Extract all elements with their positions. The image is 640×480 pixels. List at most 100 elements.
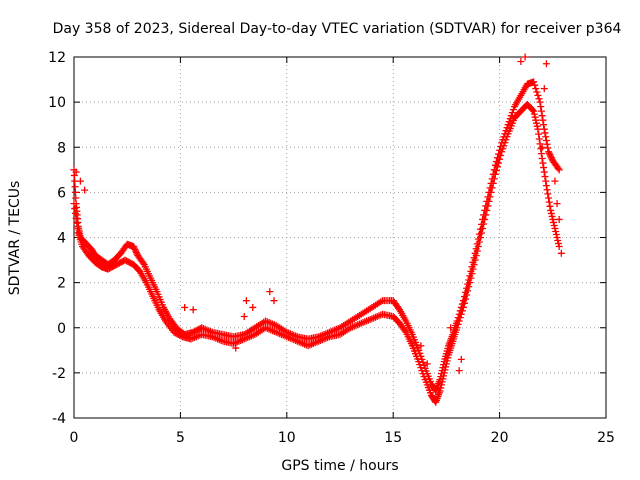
data-point bbox=[542, 136, 550, 144]
x-tick-label: 0 bbox=[70, 430, 79, 446]
data-point bbox=[539, 159, 547, 167]
data-point bbox=[553, 200, 561, 208]
data-point bbox=[442, 360, 450, 368]
data-point bbox=[535, 95, 543, 103]
data-point bbox=[542, 60, 550, 68]
data-point bbox=[531, 113, 539, 121]
data-point bbox=[415, 358, 423, 366]
data-point bbox=[552, 227, 560, 235]
data-point bbox=[530, 107, 538, 115]
data-point bbox=[471, 256, 479, 264]
y-tick-label: 6 bbox=[57, 185, 66, 201]
data-point bbox=[537, 107, 545, 115]
data-point bbox=[474, 243, 482, 251]
data-point bbox=[545, 149, 553, 157]
data-point bbox=[132, 247, 140, 255]
data-point bbox=[542, 182, 550, 190]
data-point bbox=[535, 135, 543, 143]
data-point bbox=[498, 148, 506, 156]
data-point bbox=[401, 327, 409, 335]
data-point bbox=[132, 249, 140, 257]
data-point bbox=[455, 367, 463, 375]
data-point bbox=[240, 312, 248, 320]
data-point bbox=[547, 206, 555, 214]
data-point bbox=[493, 163, 501, 171]
data-point bbox=[468, 270, 476, 278]
data-point bbox=[544, 190, 552, 198]
data-point bbox=[544, 144, 552, 152]
data-point bbox=[463, 291, 471, 299]
data-point bbox=[470, 261, 478, 269]
data-point bbox=[439, 375, 447, 383]
data-point bbox=[130, 243, 138, 251]
data-point bbox=[538, 112, 546, 120]
y-tick-label: 8 bbox=[57, 140, 66, 156]
data-point bbox=[249, 303, 257, 311]
data-point bbox=[521, 53, 529, 61]
y-tick-label: 12 bbox=[48, 50, 66, 66]
data-point bbox=[76, 177, 84, 185]
data-point bbox=[553, 234, 561, 241]
data-point bbox=[458, 307, 466, 315]
data-point bbox=[486, 193, 494, 201]
data-point bbox=[139, 259, 147, 267]
data-point bbox=[270, 297, 278, 305]
data-point bbox=[547, 152, 555, 160]
series-offset-trace bbox=[70, 100, 563, 406]
data-point bbox=[488, 184, 496, 192]
data-point bbox=[476, 234, 484, 241]
data-point bbox=[420, 373, 428, 381]
data-point bbox=[537, 145, 545, 153]
y-axis-label: SDTVAR / TECUs bbox=[7, 181, 23, 296]
x-axis-label: GPS time / hours bbox=[281, 458, 398, 474]
y-tick-label: -4 bbox=[52, 411, 66, 427]
data-point bbox=[73, 219, 81, 227]
data-point bbox=[266, 288, 274, 296]
data-point bbox=[531, 81, 539, 89]
data-point bbox=[447, 324, 455, 332]
data-point bbox=[455, 317, 463, 325]
data-point bbox=[542, 133, 550, 141]
data-point bbox=[444, 354, 452, 362]
data-point bbox=[418, 367, 426, 375]
data-point bbox=[453, 324, 461, 332]
grid bbox=[74, 57, 606, 418]
data-point bbox=[535, 130, 543, 138]
data-point bbox=[71, 205, 79, 213]
data-point bbox=[482, 211, 490, 219]
data-point bbox=[70, 200, 78, 208]
data-point bbox=[495, 159, 503, 167]
data-point bbox=[467, 274, 475, 282]
data-point bbox=[483, 206, 491, 214]
data-point bbox=[537, 150, 545, 158]
data-point bbox=[487, 188, 495, 196]
y-tick-label: 4 bbox=[57, 231, 66, 247]
data-point bbox=[529, 106, 537, 114]
data-point bbox=[501, 139, 509, 147]
data-point bbox=[540, 85, 548, 93]
data-point bbox=[547, 154, 555, 162]
data-point bbox=[538, 143, 546, 151]
data-point bbox=[81, 186, 89, 194]
y-tick-label: 10 bbox=[48, 95, 66, 111]
data-point bbox=[503, 133, 511, 141]
data-point bbox=[491, 170, 499, 178]
data-point bbox=[242, 297, 250, 305]
data-point bbox=[509, 106, 517, 114]
data-point bbox=[550, 221, 558, 229]
data-point bbox=[502, 136, 510, 144]
data-point bbox=[541, 129, 549, 137]
data-point bbox=[534, 125, 542, 133]
x-tick-label: 5 bbox=[176, 430, 185, 446]
data-point bbox=[533, 122, 541, 130]
data-point bbox=[538, 155, 546, 163]
x-tick-label: 25 bbox=[597, 430, 615, 446]
data-point bbox=[551, 224, 559, 232]
data-point bbox=[72, 214, 80, 222]
data-point bbox=[543, 186, 551, 194]
data-point bbox=[72, 168, 80, 176]
data-point bbox=[545, 194, 553, 202]
data-point bbox=[481, 215, 489, 223]
data-point bbox=[443, 357, 451, 365]
